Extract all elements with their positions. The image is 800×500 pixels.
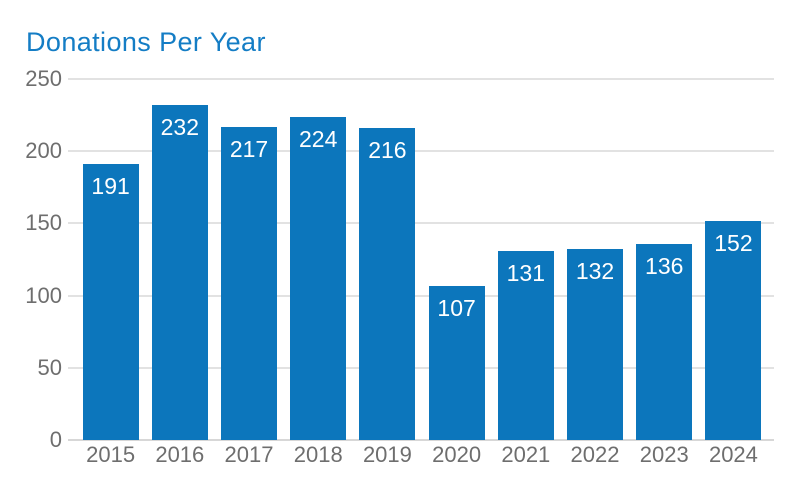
bar-2022: 132	[567, 249, 624, 440]
bar-value-label: 191	[91, 173, 130, 200]
bar-series: 191 232 217 224 216 107 131 132 136 152	[76, 79, 768, 440]
bar-value-label: 107	[437, 294, 476, 321]
bar-value-label: 216	[368, 137, 407, 164]
bar-2021: 131	[497, 250, 554, 440]
bar-value-label: 136	[645, 252, 684, 279]
bar-value-label: 217	[229, 135, 269, 162]
x-axis-tick-label: 2023	[639, 442, 689, 467]
bar-2016: 232	[151, 105, 208, 440]
bar-value-label: 132	[575, 258, 615, 285]
bar-band: 152	[699, 79, 768, 440]
bar-2018: 224	[290, 116, 347, 440]
bar-value-label: 131	[506, 259, 545, 286]
y-axis-tick-label: 0	[49, 427, 62, 452]
bar-band: 132	[560, 79, 629, 440]
bar-2020: 107	[428, 285, 485, 440]
bar-value-label: 152	[714, 229, 753, 256]
bar-band: 107	[422, 79, 491, 440]
x-axis-tick-label: 2024	[708, 442, 758, 467]
bar-2015: 191	[82, 164, 139, 440]
x-axis-tick-label: 2018	[293, 442, 343, 467]
gridline	[68, 78, 774, 80]
gridline	[68, 150, 774, 153]
y-axis-tick-label: 250	[25, 66, 62, 91]
bar-band: 216	[353, 79, 422, 440]
bar-band: 224	[284, 79, 353, 440]
y-axis-tick-label: 200	[25, 138, 62, 164]
x-axis-tick-label: 2020	[432, 442, 482, 467]
x-axis-tick-label: 2017	[224, 442, 274, 467]
chart-title: Donations Per Year	[26, 27, 266, 57]
bar-2017: 217	[221, 126, 277, 440]
bar-2023: 136	[636, 243, 693, 440]
bar-band: 217	[214, 79, 283, 440]
x-axis-tick-label: 2016	[155, 442, 205, 467]
y-axis-tick-label: 150	[25, 210, 62, 236]
gridline	[68, 294, 774, 297]
bar-band: 191	[76, 79, 145, 440]
bar-band: 136	[630, 79, 699, 440]
gridline	[68, 222, 774, 225]
bar-value-label: 224	[299, 125, 338, 152]
plot-area: 191 232 217 224 216 107 131 132 136 152	[68, 78, 774, 441]
x-axis-tick-label: 2015	[86, 442, 136, 467]
bar-value-label: 232	[160, 114, 199, 140]
bar-band: 131	[491, 79, 560, 440]
y-axis-tick-label: 50	[37, 354, 62, 380]
x-axis: 2015 2016 2017 2018 2019 2020 2021 2022 2023 2024	[76, 444, 768, 466]
gridline	[68, 366, 774, 369]
x-axis-tick-label: 2019	[362, 442, 412, 467]
bar-2019: 216	[359, 128, 416, 440]
x-axis-tick-label: 2021	[501, 442, 551, 467]
bar-band: 232	[145, 79, 214, 440]
y-axis: 0 50 100 150 200 250	[0, 68, 62, 451]
x-axis-tick-label: 2022	[570, 442, 620, 467]
bar-2024: 152	[705, 220, 762, 440]
y-axis-tick-label: 100	[25, 282, 62, 308]
x-axis-baseline	[68, 439, 774, 441]
